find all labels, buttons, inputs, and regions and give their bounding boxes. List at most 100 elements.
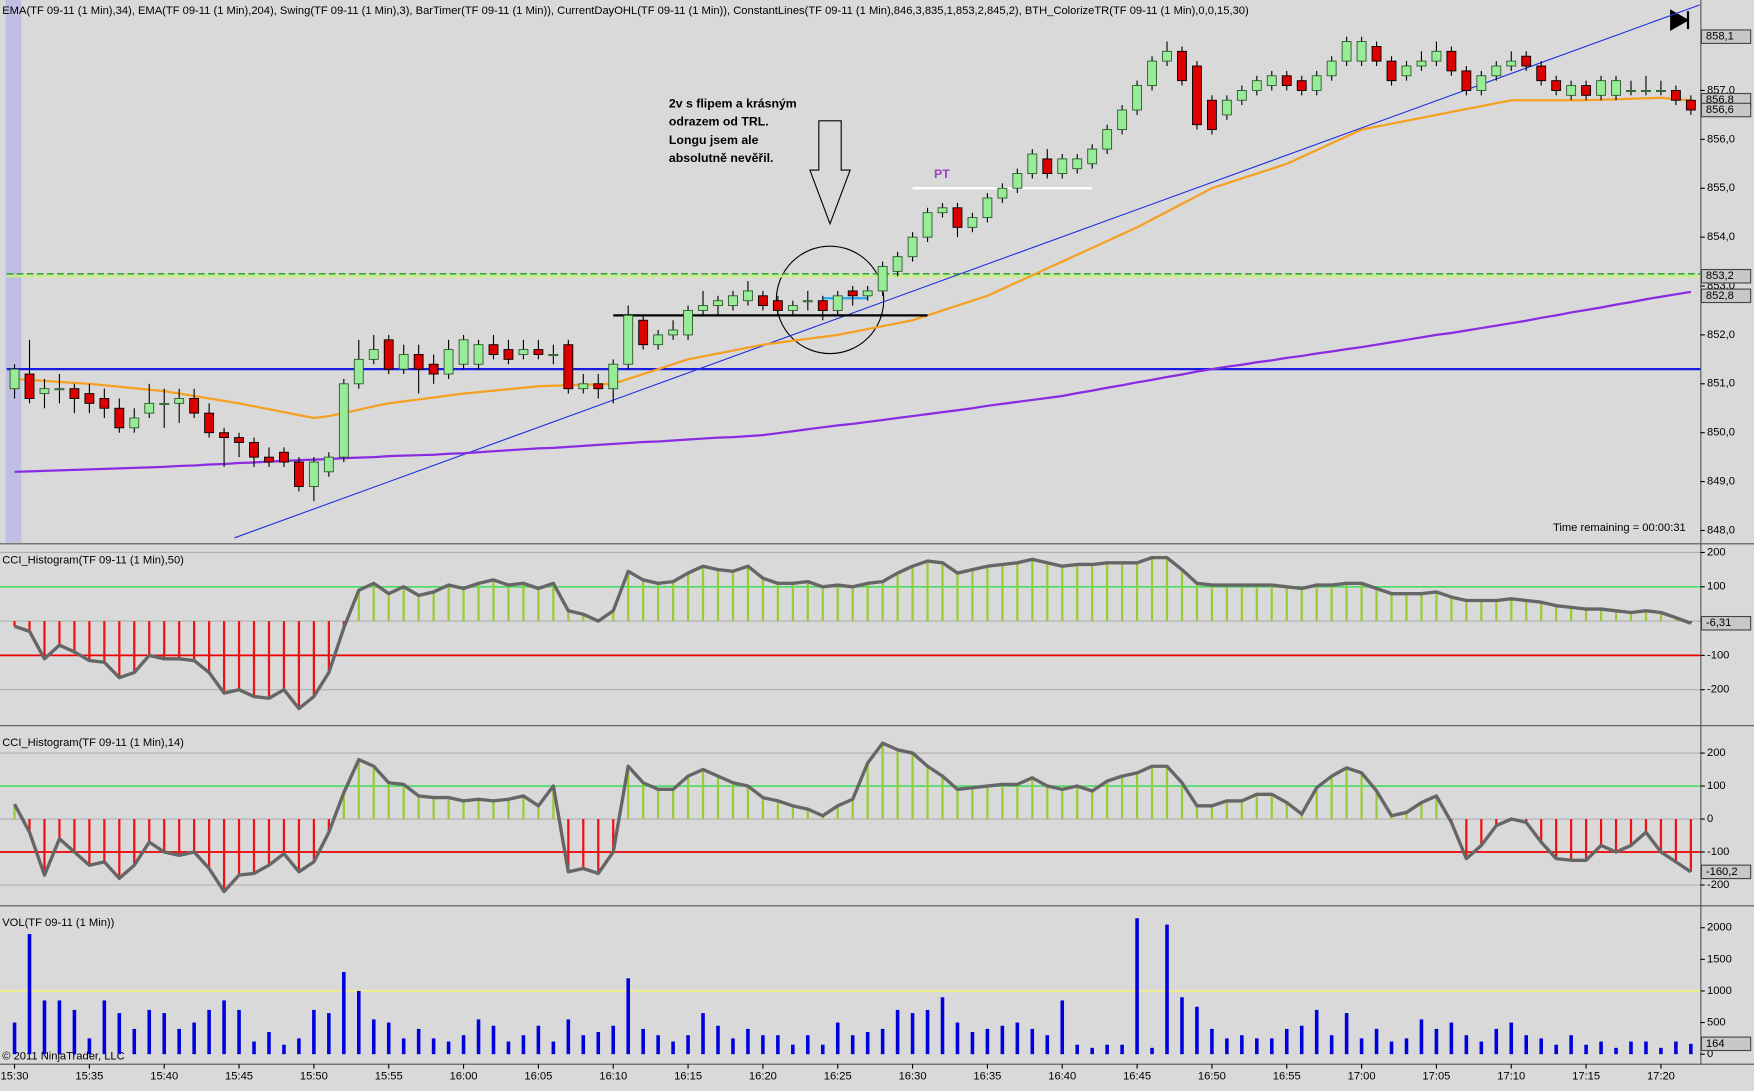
candle-body — [1057, 158, 1068, 175]
volume-bar — [551, 1041, 556, 1055]
candle-body — [204, 412, 215, 434]
candle-body — [473, 344, 484, 365]
volume-bar — [1629, 1041, 1633, 1055]
candle-body — [1072, 158, 1083, 170]
candle-body — [1012, 173, 1023, 189]
volume-bar — [1494, 1028, 1499, 1055]
volume-bar — [536, 1025, 541, 1055]
candle-body — [922, 212, 933, 238]
candle-body — [1641, 90, 1651, 93]
candle-body — [937, 207, 948, 214]
volume-bar — [1314, 1009, 1319, 1055]
volume-bar — [252, 1041, 256, 1055]
volume-bar — [177, 1028, 181, 1055]
price-marker-box — [1700, 864, 1752, 880]
volume-bar — [27, 934, 32, 1055]
volume-bar — [1135, 918, 1139, 1055]
volume-bar — [716, 1025, 720, 1055]
volume-bar — [162, 1013, 167, 1055]
volume-bar — [731, 1038, 735, 1055]
candle-body — [443, 349, 454, 375]
volume-bar — [970, 1032, 975, 1055]
candle-body — [54, 388, 65, 391]
candle-body — [1446, 50, 1457, 72]
candle-body — [1386, 60, 1397, 82]
x-tick-label: 16:55 — [1273, 1070, 1301, 1082]
x-tick-label: 16:30 — [899, 1070, 927, 1082]
candle-body — [1177, 50, 1187, 82]
volume-bar — [1210, 1028, 1214, 1055]
candle-body — [99, 398, 110, 409]
price-marker-label: 853,2 — [1706, 270, 1734, 282]
candle-body — [264, 456, 274, 463]
volume-bar — [910, 1013, 915, 1055]
candle-body — [1147, 60, 1157, 87]
candle-body — [907, 236, 918, 258]
candle-body — [1461, 70, 1472, 91]
y-tick-label: -200 — [1707, 879, 1729, 891]
price-marker-label: 852,8 — [1706, 290, 1734, 302]
price-marker-label: -6,31 — [1706, 617, 1731, 629]
candle-body — [1670, 90, 1681, 101]
x-tick-label: 15:45 — [225, 1070, 253, 1082]
candle-body — [862, 290, 873, 297]
y-tick-label: 852,0 — [1707, 329, 1735, 341]
candle-body — [159, 402, 170, 405]
volume-bar — [1120, 1044, 1124, 1055]
candle-body — [683, 310, 693, 336]
volume-bar — [267, 1032, 271, 1055]
volume-bar — [401, 1038, 406, 1055]
volume-bar — [940, 997, 945, 1055]
annotation-text: Longu jsem ale — [669, 133, 759, 147]
volume-bar — [1359, 1038, 1364, 1055]
price-marker-box — [1700, 268, 1752, 284]
volume-bar — [1569, 1035, 1573, 1055]
candle-body — [563, 344, 574, 390]
volume-bar — [985, 1028, 990, 1055]
candle-body — [9, 368, 20, 390]
x-tick-label: 15:50 — [300, 1070, 328, 1082]
volume-bar — [1644, 1041, 1648, 1055]
go-to-last-bar-icon[interactable] — [1670, 9, 1690, 32]
x-tick-label: 16:25 — [824, 1070, 852, 1082]
volume-bar — [1195, 1006, 1199, 1055]
y-tick-label: 200 — [1707, 546, 1726, 558]
volume-bar — [1269, 1038, 1274, 1055]
volume-bar — [342, 971, 346, 1055]
x-tick-label: 15:35 — [75, 1070, 103, 1082]
volume-bar — [686, 1035, 690, 1055]
volume-bar — [1449, 1022, 1454, 1055]
price-marker-label: 164 — [1706, 1038, 1725, 1050]
candle-body — [1162, 50, 1172, 62]
volume-bar — [147, 1009, 152, 1055]
candle-body — [668, 329, 679, 336]
arrow — [809, 120, 851, 226]
x-tick-label: 16:40 — [1048, 1070, 1076, 1082]
candle-body — [1521, 55, 1532, 67]
candle-body — [787, 305, 798, 311]
candle-body — [84, 393, 95, 404]
candle-body — [802, 300, 813, 303]
price-marker-label: -160,2 — [1706, 866, 1738, 878]
y-tick-label: 855,0 — [1707, 182, 1735, 194]
candle-body — [1596, 80, 1606, 96]
x-tick-label: 16:20 — [749, 1070, 777, 1082]
candle-body — [1371, 45, 1382, 62]
annotation-text: odrazem od TRL. — [669, 115, 769, 129]
y-tick-label: 100 — [1707, 581, 1726, 593]
x-tick-label: 17:05 — [1422, 1070, 1450, 1082]
candle-body — [114, 407, 125, 429]
candle-body — [743, 290, 753, 302]
price-marker-box — [1700, 615, 1752, 631]
candle-body — [1401, 65, 1412, 77]
candle-body — [728, 295, 738, 307]
volume-bar — [356, 990, 361, 1055]
panel-title: CCI_Histogram(TF 09-11 (1 Min),14) — [2, 737, 184, 749]
volume-bar — [835, 1022, 840, 1055]
volume-bar — [371, 1019, 376, 1055]
volume-bar — [506, 1041, 511, 1055]
volume-bar — [237, 1009, 241, 1055]
volume-bar — [1689, 1043, 1693, 1055]
volume-bar — [1374, 1028, 1379, 1055]
volume-bar — [416, 1028, 421, 1055]
